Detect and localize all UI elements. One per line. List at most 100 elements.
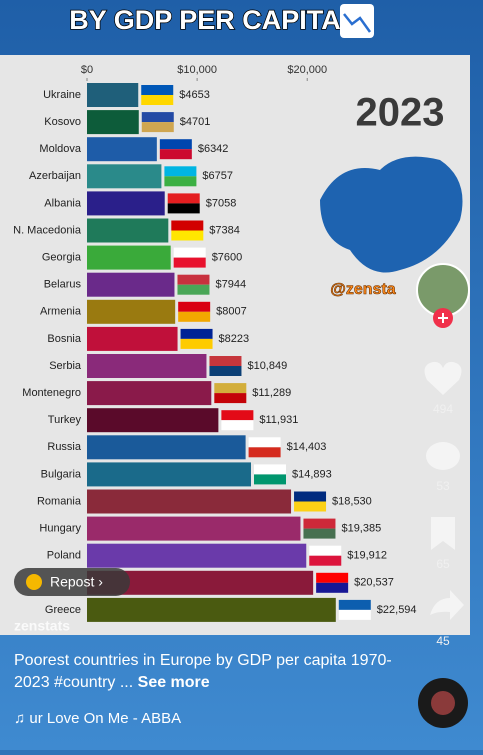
flag <box>178 311 211 322</box>
value-label: $7944 <box>215 279 246 291</box>
repost-button[interactable] <box>14 568 130 596</box>
bar <box>87 299 176 324</box>
x-tick-label: $20,000 <box>287 64 327 76</box>
value-label: $10,849 <box>247 360 287 372</box>
value-label: $4653 <box>179 89 210 101</box>
flag <box>309 555 342 566</box>
caption-wrap: Poorest countries in Europe by GDP per c… <box>14 650 404 694</box>
flag <box>303 518 336 529</box>
save-icon[interactable] <box>431 517 455 550</box>
value-label: $8223 <box>219 333 250 345</box>
bar <box>87 326 178 351</box>
category-label: Poland <box>47 550 81 562</box>
bar <box>87 137 157 162</box>
music-label: ♫ ur Love On Me - ABBA <box>14 710 181 727</box>
bar <box>87 354 207 378</box>
category-label: Serbia <box>49 360 82 372</box>
watermark: @zensta <box>330 281 396 298</box>
share-icon[interactable] <box>430 590 464 620</box>
flag <box>141 95 174 105</box>
flag <box>248 437 281 448</box>
bar <box>87 83 139 107</box>
value-label: $19,385 <box>341 523 381 535</box>
flag <box>248 447 281 458</box>
bar <box>87 110 139 135</box>
category-label: Georgia <box>42 252 82 264</box>
flag <box>177 284 210 295</box>
flag <box>214 393 247 404</box>
bar <box>87 489 292 514</box>
flag <box>141 122 174 133</box>
value-label: $6342 <box>198 143 229 155</box>
flag <box>294 501 327 512</box>
bar <box>87 408 219 433</box>
chart-icon-line <box>343 13 372 33</box>
flag <box>180 338 213 349</box>
flag <box>141 112 174 123</box>
flag <box>167 203 200 214</box>
flag <box>159 139 192 150</box>
value-label: $20,537 <box>354 577 394 589</box>
category-label: Moldova <box>39 143 81 155</box>
flag <box>164 166 197 177</box>
category-label: Turkey <box>48 414 82 426</box>
flag <box>171 230 204 241</box>
flag <box>303 528 336 539</box>
category-label: Bosnia <box>47 333 82 345</box>
repost-label: Repost › <box>50 574 103 590</box>
flag <box>338 609 371 620</box>
year-label: 2023 <box>356 91 445 135</box>
flag <box>178 301 211 312</box>
flag <box>177 274 210 285</box>
category-label: Hungary <box>39 523 81 535</box>
like-icon[interactable] <box>424 361 462 395</box>
value-label: $11,289 <box>252 387 291 399</box>
repost-icon <box>26 574 42 590</box>
category-label: N. Macedonia <box>13 224 82 236</box>
value-label: $18,530 <box>332 495 372 507</box>
flag <box>209 356 242 366</box>
flag <box>294 491 327 502</box>
bar <box>87 191 165 216</box>
bar <box>87 462 251 487</box>
value-label: $8007 <box>216 306 247 318</box>
bar <box>87 597 336 622</box>
category-label: Albania <box>44 197 82 209</box>
comment-count: 53 <box>436 479 450 493</box>
flag <box>180 328 213 339</box>
flag <box>221 420 254 431</box>
category-label: Greece <box>45 604 81 616</box>
value-label: $4701 <box>180 116 211 128</box>
value-label: $14,893 <box>292 468 332 480</box>
caption: Poorest countries in Europe by GDP per c… <box>14 652 392 691</box>
flag <box>253 464 286 475</box>
bar <box>87 381 212 406</box>
category-label: Azerbaijan <box>29 170 81 182</box>
flag <box>159 149 192 160</box>
bar <box>87 543 307 568</box>
europe-map <box>320 156 463 273</box>
flag <box>167 193 200 204</box>
bar <box>87 218 169 243</box>
account-watermark: zenstats <box>14 618 70 634</box>
flag <box>214 383 247 394</box>
category-label: Romania <box>37 495 82 507</box>
value-label: $11,931 <box>259 414 298 426</box>
bar <box>87 245 171 270</box>
caption-box: Poorest countries in Europe by GDP per c… <box>14 650 404 694</box>
value-label: $7384 <box>209 224 240 236</box>
comment-icon[interactable] <box>426 442 460 470</box>
value-label: $6757 <box>202 170 233 182</box>
share-count: 45 <box>436 634 450 648</box>
flag <box>164 176 197 187</box>
bar <box>87 516 301 541</box>
value-label: $22,594 <box>377 604 417 616</box>
follow-plus <box>438 313 448 323</box>
flag <box>309 545 342 556</box>
x-tick-label: $10,000 <box>177 64 217 76</box>
flag <box>338 599 371 610</box>
value-label: $14,403 <box>287 441 327 453</box>
flag <box>209 366 242 376</box>
category-label: Belarus <box>44 279 82 291</box>
see-more[interactable]: See more <box>137 674 210 691</box>
